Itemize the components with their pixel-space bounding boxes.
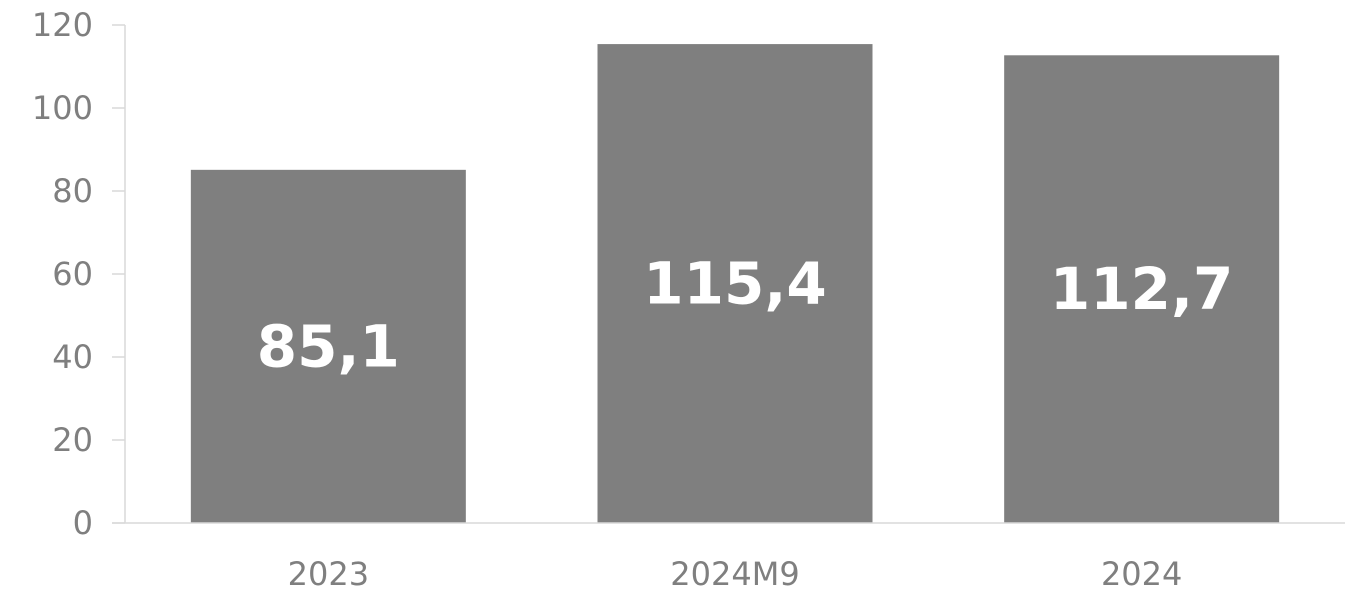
y-axis: 0 20 40 60 80 100 120 bbox=[32, 6, 126, 542]
y-tick-label: 0 bbox=[73, 504, 93, 542]
bar bbox=[190, 169, 466, 523]
x-tick-label: 2023 bbox=[288, 555, 369, 593]
bar-data-label: 85,1 bbox=[257, 312, 400, 380]
y-tick-label: 80 bbox=[52, 172, 93, 210]
x-axis: 2023 2024M9 2024 bbox=[112, 522, 1345, 593]
bar bbox=[597, 44, 873, 524]
bar-series: 85,1 115,4 112,7 bbox=[190, 44, 1280, 524]
bar-data-label: 112,7 bbox=[1050, 255, 1233, 323]
y-tick-label: 120 bbox=[32, 6, 93, 44]
bar-data-label: 115,4 bbox=[643, 250, 826, 318]
x-tick-label: 2024M9 bbox=[670, 555, 799, 593]
y-tick-label: 60 bbox=[52, 255, 93, 293]
y-tick-label: 100 bbox=[32, 89, 93, 127]
y-tick-label: 20 bbox=[52, 421, 93, 459]
y-tick-label: 40 bbox=[52, 338, 93, 376]
x-tick-label: 2024 bbox=[1101, 555, 1182, 593]
bar bbox=[1004, 55, 1280, 524]
